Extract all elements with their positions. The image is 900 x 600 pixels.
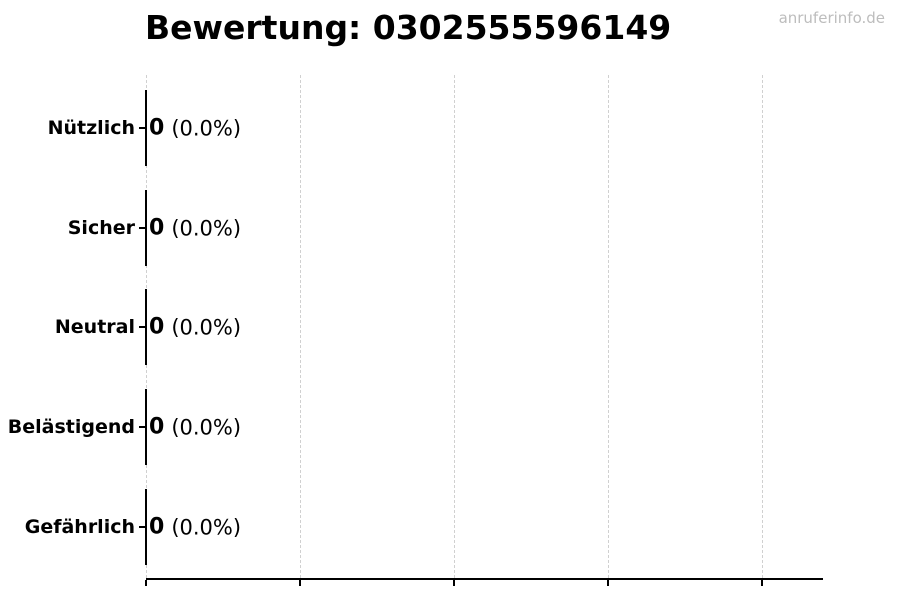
x-tick — [145, 580, 147, 586]
zero-bar — [145, 190, 147, 266]
x-tick — [761, 580, 763, 586]
zero-bar — [145, 90, 147, 166]
x-axis-line — [146, 578, 823, 580]
gridline — [608, 75, 609, 578]
category-label: Gefährlich — [24, 516, 135, 538]
value-label: 0 (0.0%) — [149, 315, 241, 340]
y-tick — [139, 326, 145, 328]
zero-bar — [145, 489, 147, 565]
y-tick — [139, 426, 145, 428]
category-row: Belästigend 0 (0.0%) — [0, 377, 900, 477]
category-row: Neutral 0 (0.0%) — [0, 277, 900, 377]
value-label: 0 (0.0%) — [149, 216, 241, 241]
category-row: Nützlich 0 (0.0%) — [0, 78, 900, 178]
x-tick — [453, 580, 455, 586]
value-count: 0 — [149, 414, 165, 440]
y-tick — [139, 227, 145, 229]
y-tick — [139, 127, 145, 129]
value-count: 0 — [149, 314, 165, 340]
value-label: 0 (0.0%) — [149, 415, 241, 440]
value-label: 0 (0.0%) — [149, 116, 241, 141]
value-percent: (0.0%) — [171, 315, 242, 339]
zero-bar — [145, 289, 147, 365]
category-label: Nützlich — [47, 117, 135, 139]
category-row: Gefährlich 0 (0.0%) — [0, 477, 900, 577]
value-count: 0 — [149, 514, 165, 540]
category-label: Belästigend — [7, 416, 135, 438]
y-tick — [139, 526, 145, 528]
value-count: 0 — [149, 215, 165, 241]
x-tick — [299, 580, 301, 586]
value-percent: (0.0%) — [171, 415, 242, 439]
category-label: Neutral — [54, 316, 135, 338]
value-count: 0 — [149, 115, 165, 141]
gridline — [300, 75, 301, 578]
category-label: Sicher — [67, 217, 135, 239]
value-percent: (0.0%) — [171, 515, 242, 539]
value-percent: (0.0%) — [171, 216, 242, 240]
gridline — [454, 75, 455, 578]
watermark: anruferinfo.de — [778, 9, 885, 27]
x-tick — [607, 580, 609, 586]
chart-title: Bewertung: 0302555596149 — [145, 8, 672, 47]
value-label: 0 (0.0%) — [149, 515, 241, 540]
category-row: Sicher 0 (0.0%) — [0, 178, 900, 278]
zero-bar — [145, 389, 147, 465]
gridline — [762, 75, 763, 578]
value-percent: (0.0%) — [171, 116, 242, 140]
